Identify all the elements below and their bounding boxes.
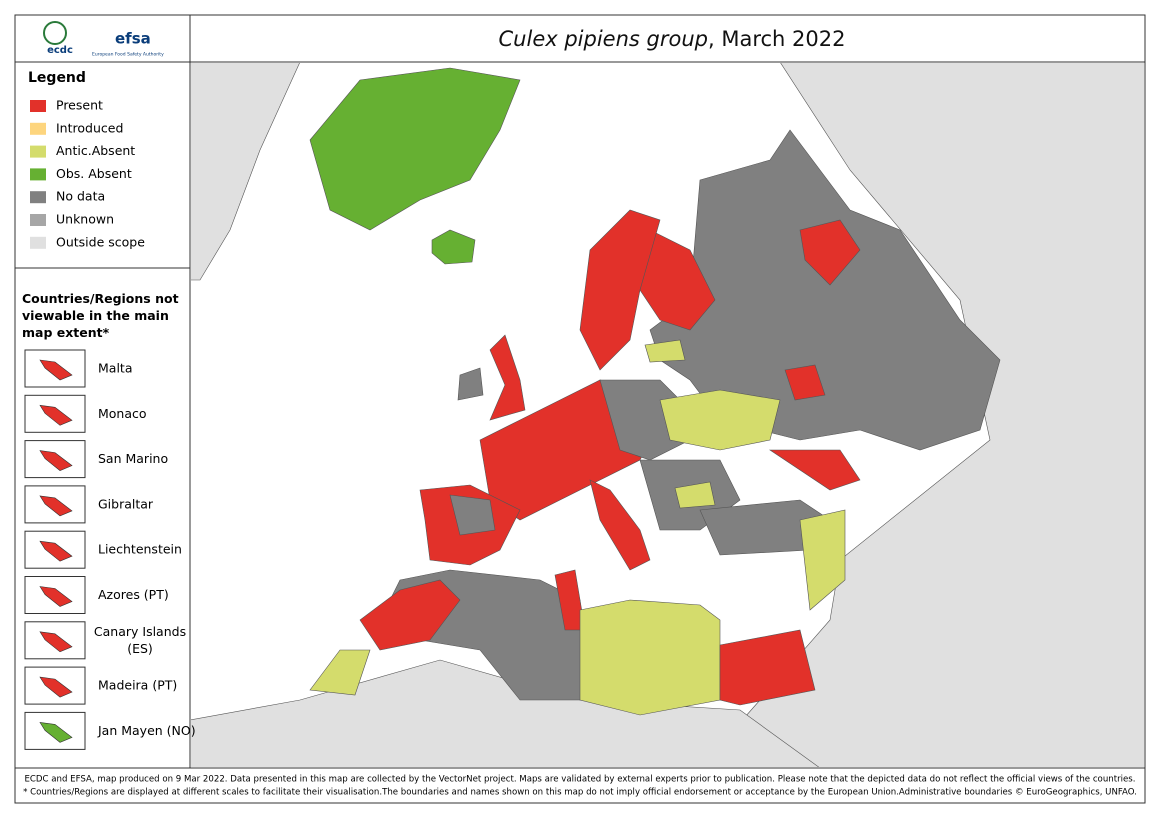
legend-label: Unknown <box>56 212 114 227</box>
legend-title: Legend <box>28 70 86 86</box>
footer-line: * Countries/Regions are displayed at dif… <box>23 788 1137 798</box>
greenland <box>309 67 521 231</box>
legend-label: Introduced <box>56 120 123 135</box>
insets: Countries/Regions not viewable in the ma… <box>22 291 196 750</box>
inset-shape <box>39 586 73 607</box>
legend-swatch <box>30 100 46 112</box>
title-rest: , March 2022 <box>708 27 845 51</box>
libya <box>579 599 721 716</box>
legend-label: No data <box>56 189 105 204</box>
inset-shape <box>39 404 73 426</box>
logo-text: ecdc <box>47 45 73 56</box>
inset-shape <box>39 631 73 653</box>
legend-label: Present <box>56 98 103 113</box>
legend-swatch <box>30 214 46 226</box>
ukraine <box>659 389 781 451</box>
logo-text: efsa <box>115 30 151 48</box>
western-sahara <box>309 649 371 696</box>
region <box>799 219 861 286</box>
inset-label: Liechtenstein <box>98 542 182 557</box>
legend-swatch <box>30 236 46 249</box>
inset-label-line: Canary Islands <box>94 623 186 638</box>
inset-label: Madeira (PT) <box>98 678 177 693</box>
baltic <box>644 339 686 363</box>
footer-line: ECDC and EFSA, map produced on 9 Mar 202… <box>25 775 1136 785</box>
inset-label: San Marino <box>98 451 168 466</box>
land-outside <box>700 63 1144 767</box>
legend-label: Outside scope <box>56 234 145 249</box>
levant <box>799 509 846 611</box>
caucasus <box>769 449 861 491</box>
region <box>784 364 826 401</box>
morocco <box>359 579 461 651</box>
legend-swatch <box>30 145 46 158</box>
legend-label: Antic.Absent <box>56 143 135 158</box>
inset-box <box>24 576 86 614</box>
inset-title: Countries/Regions not viewable in the ma… <box>22 291 179 340</box>
legend-swatch <box>30 191 46 204</box>
map <box>191 63 1144 767</box>
legend-label: Obs. Absent <box>56 166 132 181</box>
legend-swatch <box>30 122 46 135</box>
inset-label: Jan Mayen (NO) <box>97 723 196 738</box>
logo-text: European Food Safety Authority <box>92 52 164 58</box>
egypt <box>719 629 816 706</box>
title-italic: Culex pipiens group <box>499 27 708 51</box>
inset-shape <box>39 450 73 471</box>
iceland <box>431 229 476 265</box>
inset-shape <box>39 540 73 562</box>
inset-label: Canary Islands (ES) <box>94 623 186 655</box>
inset-label-line: (ES) <box>127 640 153 655</box>
inset-shape <box>39 722 73 743</box>
inset-shape <box>39 495 73 517</box>
legend-swatch <box>30 168 46 181</box>
inset-label: Malta <box>98 361 132 376</box>
inset-label: Gibraltar <box>98 496 154 511</box>
inset-label: Monaco <box>98 406 147 421</box>
legend: Legend Present Introduced Antic.Absent Obs. … <box>28 70 145 249</box>
inset-box <box>24 485 86 524</box>
ecdc-logo <box>43 21 67 45</box>
inset-title-box: Countries/Regions not viewable in the ma… <box>22 291 179 340</box>
scandinavia <box>579 209 661 371</box>
land-outside <box>191 63 300 281</box>
region <box>449 494 496 536</box>
ireland <box>457 367 484 401</box>
italy <box>589 479 651 571</box>
inset-shape <box>39 676 73 698</box>
inset-label: Azores (PT) <box>98 587 169 602</box>
uk <box>489 334 526 421</box>
title: Culex pipiens group, March 2022 <box>499 27 846 51</box>
region <box>674 481 716 509</box>
inset-shape <box>39 359 73 381</box>
